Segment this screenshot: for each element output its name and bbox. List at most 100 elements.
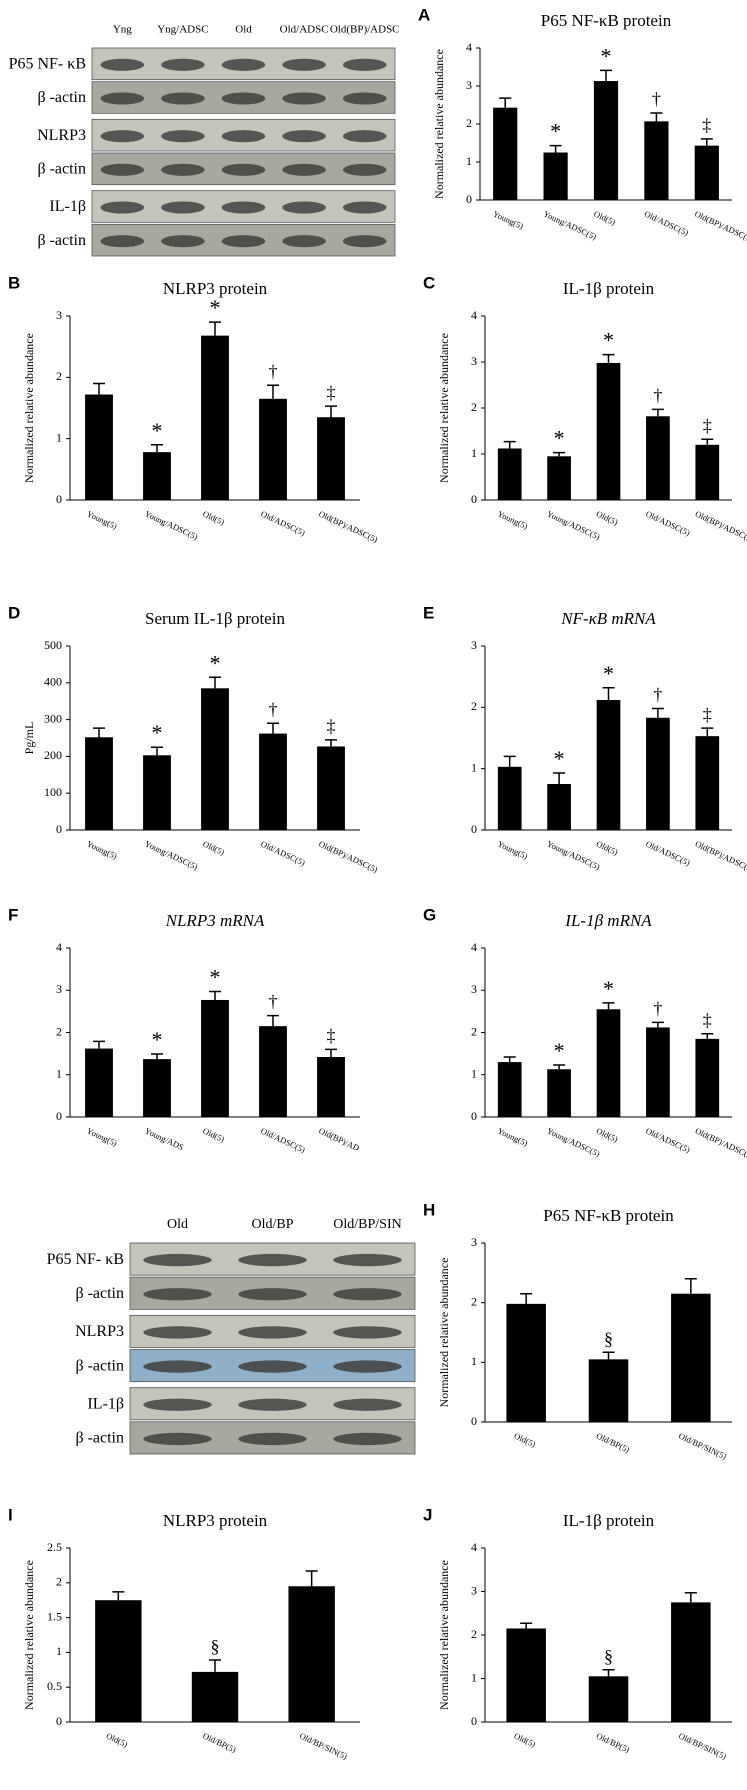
annotation: † (269, 699, 278, 719)
x-tick-label: Old(5) (595, 1126, 620, 1145)
blot-band (343, 92, 387, 104)
y-tick-label: 1 (56, 1644, 62, 1658)
bar (597, 1009, 621, 1117)
error-bar (520, 1294, 532, 1304)
blot-band (143, 1399, 211, 1411)
annotation: ‡ (702, 115, 711, 135)
y-tick-label: 4 (56, 940, 62, 954)
error-bar (685, 1593, 697, 1603)
blot-band (143, 1288, 211, 1300)
bar (671, 1602, 711, 1722)
blot-band (222, 164, 266, 176)
panel-letter: E (423, 603, 434, 622)
annotation: † (653, 998, 662, 1018)
annotation: * (601, 43, 612, 68)
x-tick-label: Young(5) (85, 1126, 119, 1149)
blot-band (100, 235, 144, 247)
bar (143, 755, 171, 830)
bar (493, 108, 517, 200)
x-tick-label: Old/ADSC(5) (644, 1126, 692, 1155)
x-tick-label: Old/ADSC(5) (259, 1126, 307, 1155)
error-bar (325, 406, 337, 417)
bar (201, 1000, 229, 1117)
y-tick-label: 0 (471, 1714, 477, 1728)
blot-band (100, 201, 144, 213)
y-tick-label: 2 (471, 400, 477, 414)
bar (589, 1359, 629, 1422)
error-bar (553, 773, 565, 784)
error-bar (603, 1352, 615, 1359)
x-tick-label: Young/ADSC(5) (545, 839, 601, 872)
bar (85, 395, 113, 500)
bar (597, 363, 621, 500)
chart-title: NF-κB mRNA (560, 609, 656, 628)
annotation: * (603, 328, 614, 353)
bar (695, 146, 719, 200)
annotation: * (210, 295, 221, 320)
panel-letter: I (8, 1505, 13, 1524)
x-tick-label: Old/BP(5) (201, 1731, 237, 1755)
y-tick-label: 4 (471, 308, 477, 322)
error-bar (209, 322, 221, 335)
x-tick-label: Old/BP/SIN(5) (677, 1731, 728, 1762)
chart-title: IL-1β protein (563, 279, 655, 298)
x-tick-label: Old(5) (105, 1731, 130, 1750)
x-tick-label: Old/ADSC(5) (259, 509, 307, 538)
y-tick-label: 100 (44, 785, 62, 799)
y-tick-label: 0 (56, 822, 62, 836)
y-tick-label: 0 (56, 492, 62, 506)
bar (85, 737, 113, 830)
x-tick-label: Old(5) (512, 1731, 537, 1750)
row-label: β -actin (37, 161, 86, 178)
error-bar (553, 1065, 565, 1069)
y-tick-label: 1 (471, 1354, 477, 1368)
error-bar (520, 1623, 532, 1628)
annotation: * (152, 720, 163, 745)
bar (646, 416, 670, 500)
annotation: ‡ (703, 415, 712, 435)
blot-band (222, 59, 266, 71)
bar (646, 1027, 670, 1117)
bar (506, 1628, 546, 1722)
chart-title: IL-1β mRNA (564, 911, 652, 930)
y-axis-label: Normalized relative abundance (437, 1560, 451, 1710)
lane-label: Old(BP)/ADSC (330, 24, 400, 36)
y-tick-label: 200 (44, 748, 62, 762)
annotation: § (604, 1328, 613, 1348)
blot-band (161, 92, 205, 104)
bar (259, 734, 287, 830)
y-tick-label: 0 (471, 1109, 477, 1123)
error-bar (325, 1049, 337, 1057)
y-tick-label: 4 (466, 40, 472, 54)
bar (498, 767, 522, 830)
blot-band (333, 1326, 401, 1338)
blot-band (343, 59, 387, 71)
y-tick-label: 2 (56, 369, 62, 383)
row-label: NLRP3 (75, 1323, 124, 1340)
error-bar (267, 385, 279, 398)
y-tick-label: 0 (471, 492, 477, 506)
lane-label: Old/ADSC (280, 24, 329, 36)
blot-band (238, 1288, 306, 1300)
y-tick-label: 1.5 (47, 1609, 62, 1623)
panel-letter: A (418, 5, 430, 24)
x-tick-label: Old/BP(5) (595, 1431, 631, 1455)
annotation: ‡ (703, 1010, 712, 1030)
error-bar (151, 445, 163, 452)
x-tick-label: Young/ADSC(5) (143, 839, 199, 872)
blot-band (161, 201, 205, 213)
blot-band (100, 164, 144, 176)
bar (644, 121, 668, 200)
x-tick-label: Old(BP)/ADSC(5) (317, 839, 379, 875)
x-tick-label: Old(5) (201, 509, 226, 528)
error-bar (603, 688, 615, 700)
y-tick-label: 0 (466, 192, 472, 206)
x-tick-label: Young/ADSC(5) (143, 509, 199, 542)
bar (594, 81, 618, 200)
x-tick-label: Old/ADSC(5) (259, 839, 307, 868)
y-tick-label: 3 (56, 982, 62, 996)
error-bar (701, 728, 713, 736)
x-tick-label: Young(5) (496, 1126, 530, 1149)
lane-label: Old (235, 24, 252, 36)
annotation: † (653, 685, 662, 705)
